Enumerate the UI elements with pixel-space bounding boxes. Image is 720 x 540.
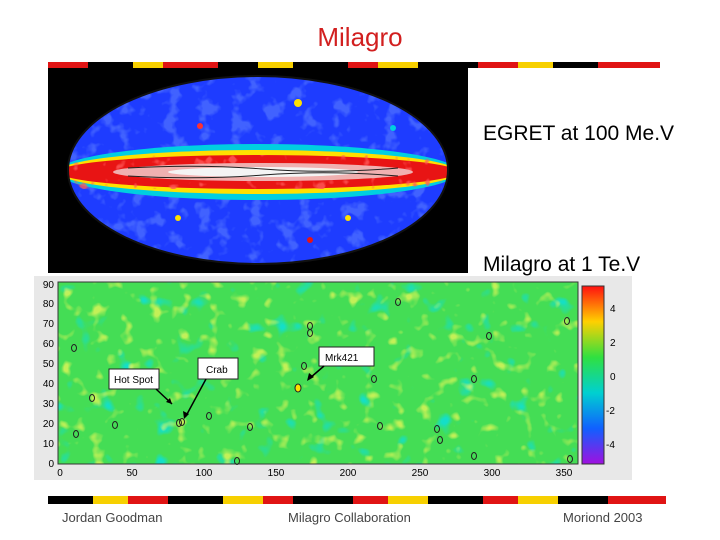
- colorbar-tick: -2: [606, 406, 615, 417]
- y-tick-label: 70: [43, 319, 55, 330]
- crab-annotation: Crab: [183, 357, 239, 419]
- x-tick-label: 200: [340, 468, 357, 479]
- footer-author: Jordan Goodman: [62, 510, 163, 525]
- mrk421-annotation: Mrk421: [307, 346, 375, 381]
- x-tick-label: 100: [196, 468, 213, 479]
- footer-conference: Moriond 2003: [563, 510, 643, 525]
- egret-sky-map: [48, 68, 468, 273]
- y-tick-label: 40: [43, 379, 55, 390]
- hot-spot-annotation: Hot Spot: [108, 368, 173, 405]
- x-tick-label: 300: [484, 468, 501, 479]
- x-tick-label: 250: [412, 468, 429, 479]
- footer-collaboration: Milagro Collaboration: [288, 510, 411, 525]
- y-tick-label: 50: [43, 359, 55, 370]
- y-tick-label: 80: [43, 299, 55, 310]
- mrk421-text: Mrk421: [325, 353, 359, 364]
- top-decorative-stripe: [48, 62, 660, 68]
- slide-title: Milagro: [317, 22, 403, 52]
- colorbar-tick: 2: [610, 338, 616, 349]
- colorbar-tick: -4: [606, 440, 615, 451]
- milagro-label: Milagro at 1 Te.V: [483, 253, 641, 276]
- y-tick-label: 0: [48, 459, 54, 470]
- x-tick-label: 50: [126, 468, 138, 479]
- y-tick-label: 30: [43, 399, 55, 410]
- x-tick-label: 0: [57, 468, 63, 479]
- y-tick-label: 10: [43, 439, 55, 450]
- x-tick-label: 350: [556, 468, 573, 479]
- bottom-decorative-stripe: [48, 496, 666, 504]
- colorbar-tick: 4: [610, 304, 616, 315]
- y-tick-label: 90: [43, 280, 55, 291]
- hot-spot-text: Hot Spot: [114, 375, 153, 386]
- colorbar-tick: 0: [610, 372, 616, 383]
- y-tick-label: 60: [43, 339, 55, 350]
- milagro-sky-map: Hot Spot Crab Mrk421 90 80 70 60 50 40 3…: [34, 276, 632, 480]
- crab-text: Crab: [206, 365, 228, 376]
- x-tick-label: 150: [268, 468, 285, 479]
- egret-label: EGRET at 100 Me.V: [483, 122, 675, 145]
- y-tick-label: 20: [43, 419, 55, 430]
- colorbar: [581, 285, 605, 465]
